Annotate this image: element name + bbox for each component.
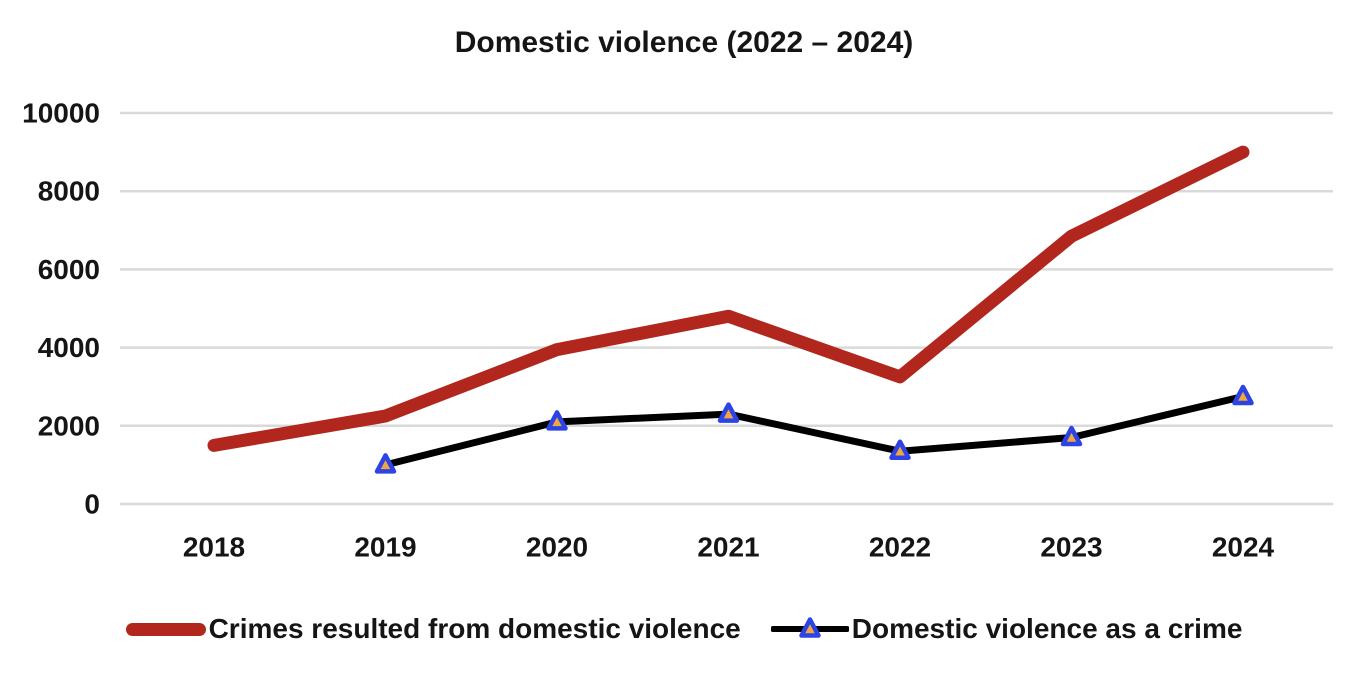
x-tick-label: 2022 [869,532,931,563]
triangle-line-swatch-icon [770,617,849,638]
triangle-marker [1060,425,1083,447]
x-tick-label: 2023 [1040,532,1102,563]
triangle-marker [717,402,740,423]
triangle-marker [374,453,397,474]
y-tick-label: 2000 [38,410,100,441]
x-tick-label: 2021 [697,532,759,563]
series-line-0 [207,145,1250,452]
chart-legend: Crimes resulted from domestic violence D… [0,608,1368,650]
y-tick-label: 6000 [38,254,100,285]
legend-triangle-marker-icon [799,617,821,638]
y-tick-label: 0 [84,489,100,520]
triangle-marker [546,410,568,431]
legend-item-crimes-resulted: Crimes resulted from domestic violence [125,613,741,645]
triangle-marker [889,439,911,460]
x-tick-label: 2020 [526,532,588,563]
series-line-1 [382,393,1247,469]
red-line-swatch-icon [125,622,206,636]
y-tick-label: 4000 [38,332,100,363]
legend-label-dv-as-crime: Domestic violence as a crime [851,613,1243,644]
x-tick-label: 2024 [1212,532,1275,563]
x-tick-label: 2019 [354,532,416,563]
y-tick-label: 10000 [22,98,100,129]
triangle-marker [1232,384,1254,406]
x-tick-label: 2018 [183,532,245,563]
legend-item-dv-as-crime: Domestic violence as a crime [770,613,1243,645]
y-tick-label: 8000 [38,176,100,207]
chart-title: Domestic violence (2022 – 2024) [454,26,914,59]
legend-label-crimes-resulted: Crimes resulted from domestic violence [208,613,741,644]
